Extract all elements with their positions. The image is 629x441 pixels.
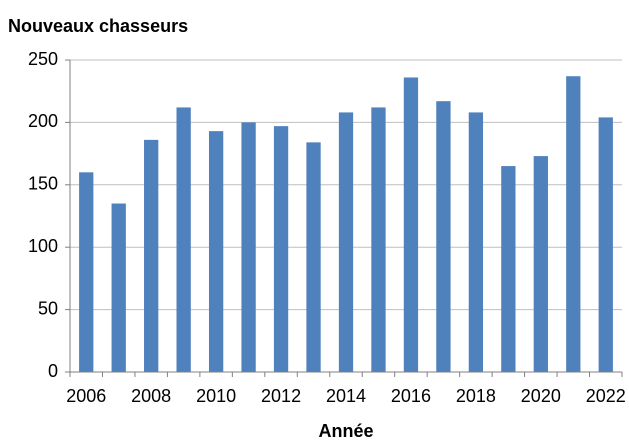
x-tick-label: 2016 — [391, 386, 431, 406]
bar — [501, 166, 516, 372]
bar — [598, 117, 613, 373]
y-tick-label: 100 — [28, 236, 58, 256]
bar — [468, 112, 484, 372]
y-tick-label: 50 — [38, 298, 58, 318]
x-tick-label: 2020 — [521, 386, 561, 406]
bar — [176, 107, 191, 372]
x-tick-label: 2014 — [326, 386, 366, 406]
bar — [371, 107, 386, 372]
bar — [533, 156, 548, 372]
bar — [273, 126, 289, 372]
x-tick-label: 2018 — [456, 386, 496, 406]
x-tick-label: 2008 — [131, 386, 171, 406]
bar — [566, 76, 581, 372]
bar — [79, 172, 94, 372]
bar — [208, 131, 224, 372]
bar — [111, 203, 126, 372]
bar — [306, 142, 321, 372]
chart-title: Nouveaux chasseurs — [8, 16, 188, 36]
bar — [436, 101, 451, 373]
x-tick-label: 2006 — [66, 386, 106, 406]
bar — [338, 112, 354, 372]
bar — [403, 77, 419, 373]
bar — [241, 122, 256, 373]
x-tick-label: 2022 — [586, 386, 626, 406]
x-axis-label: Année — [318, 421, 373, 441]
y-tick-label: 250 — [28, 49, 58, 69]
y-tick-label: 150 — [28, 174, 58, 194]
bar — [144, 139, 159, 372]
y-tick-label: 200 — [28, 111, 58, 131]
x-tick-label: 2010 — [196, 386, 236, 406]
y-tick-label: 0 — [48, 361, 58, 381]
x-tick-label: 2012 — [261, 386, 301, 406]
